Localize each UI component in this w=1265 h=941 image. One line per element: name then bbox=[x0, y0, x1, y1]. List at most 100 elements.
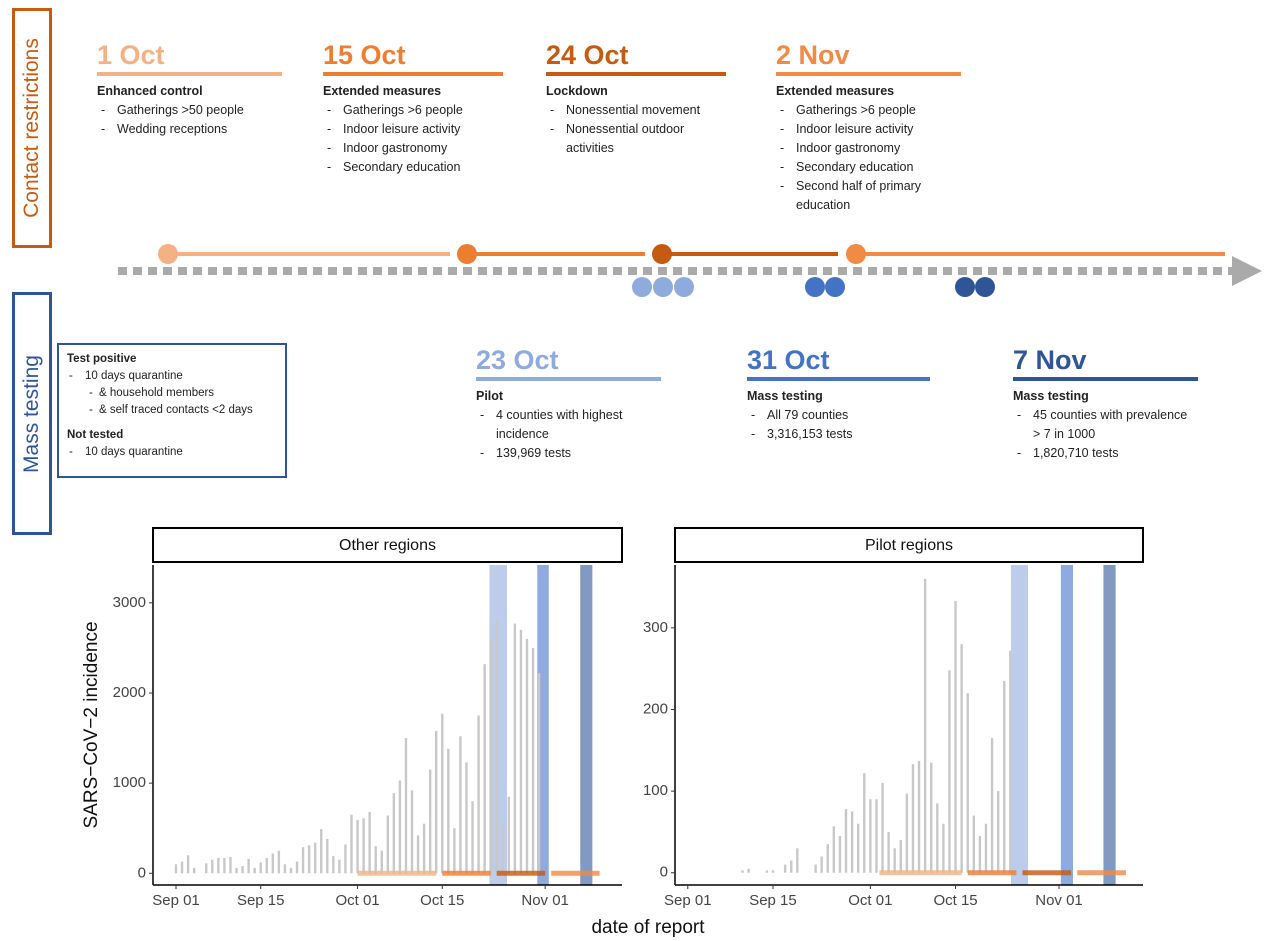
period-start bbox=[457, 244, 477, 264]
panel-header bbox=[674, 527, 1144, 563]
y-tick-label: 300 bbox=[643, 619, 668, 636]
bar bbox=[247, 858, 250, 874]
bar bbox=[386, 815, 390, 874]
bar bbox=[344, 844, 347, 874]
panel-title: Pilot regions bbox=[865, 537, 953, 554]
bar bbox=[380, 850, 383, 874]
event-item: Nonessential movement bbox=[546, 101, 716, 120]
event-item: Second half of primary education bbox=[776, 177, 966, 215]
event-item: 3,316,153 tests bbox=[747, 425, 932, 444]
testing-band bbox=[1103, 565, 1116, 885]
event-date: 24 Oct bbox=[546, 40, 726, 76]
y-tick-label: 100 bbox=[643, 782, 668, 799]
bar bbox=[265, 857, 268, 874]
bar bbox=[814, 864, 817, 873]
bar bbox=[459, 736, 462, 874]
bar bbox=[747, 868, 750, 873]
bar bbox=[869, 799, 872, 873]
event: 31 Oct Mass testing All 79 counties3,316,1… bbox=[747, 345, 930, 444]
x-tick-label: Sep 01 bbox=[664, 892, 712, 909]
bar bbox=[241, 866, 244, 874]
bar bbox=[465, 762, 468, 874]
bar bbox=[990, 738, 994, 873]
bar bbox=[537, 673, 541, 874]
bar bbox=[392, 793, 396, 874]
bar bbox=[259, 862, 262, 874]
event-item: Indoor leisure activity bbox=[323, 120, 508, 139]
bar bbox=[923, 578, 927, 873]
x-axis-label: date of report bbox=[591, 917, 705, 938]
bar bbox=[911, 764, 915, 873]
rule-subitem: & self traced contacts <2 days bbox=[67, 402, 277, 419]
bar bbox=[832, 826, 836, 873]
bar bbox=[501, 823, 504, 874]
event-item: Secondary education bbox=[323, 158, 508, 177]
bar bbox=[905, 793, 909, 873]
bar bbox=[495, 620, 498, 874]
bar bbox=[447, 748, 450, 874]
rules-box: Test positive10 days quarantine& househo… bbox=[57, 343, 287, 478]
bar bbox=[441, 713, 444, 874]
bar bbox=[307, 845, 311, 874]
bar bbox=[313, 842, 317, 874]
bar bbox=[850, 811, 854, 873]
bar bbox=[917, 760, 921, 873]
event-date: 7 Nov bbox=[1013, 345, 1198, 381]
period-start bbox=[158, 244, 178, 264]
bar bbox=[338, 859, 341, 874]
y-tick-label: 3000 bbox=[113, 594, 146, 611]
bar bbox=[211, 859, 214, 874]
bar bbox=[416, 835, 420, 874]
event: 7 Nov Mass testing 45 counties with preval… bbox=[1013, 345, 1198, 463]
bar bbox=[741, 870, 744, 873]
bar bbox=[217, 857, 220, 874]
bar bbox=[428, 769, 432, 874]
event-item: Indoor gastronomy bbox=[323, 139, 508, 158]
bar bbox=[368, 811, 371, 874]
testing-band bbox=[1060, 565, 1074, 885]
bar bbox=[277, 850, 281, 874]
bar bbox=[489, 638, 492, 874]
bar bbox=[966, 693, 969, 873]
bar bbox=[320, 829, 323, 874]
bar bbox=[844, 809, 848, 873]
event-item: Indoor gastronomy bbox=[776, 139, 966, 158]
bar bbox=[771, 870, 775, 873]
bar bbox=[838, 836, 842, 873]
bar bbox=[398, 780, 402, 874]
y-tick-label: 200 bbox=[643, 700, 668, 717]
event-title: Enhanced control bbox=[97, 84, 203, 98]
bar bbox=[881, 782, 884, 873]
bar bbox=[887, 831, 890, 873]
y-tick-label: 0 bbox=[138, 864, 146, 881]
bar bbox=[223, 857, 226, 874]
event-date: 2 Nov bbox=[776, 40, 961, 76]
side-label-box: Contact restrictions bbox=[12, 8, 52, 248]
bar bbox=[996, 791, 1000, 873]
bar bbox=[271, 853, 275, 874]
x-tick-label: Sep 15 bbox=[237, 892, 285, 909]
side-label-box: Mass testing bbox=[12, 292, 52, 535]
bar bbox=[783, 864, 787, 873]
bar bbox=[295, 861, 299, 874]
panel-title: Other regions bbox=[339, 537, 436, 554]
event: 24 Oct Lockdown Nonessential movementNones… bbox=[546, 40, 726, 158]
bar bbox=[1003, 680, 1006, 873]
event-date: 31 Oct bbox=[747, 345, 930, 381]
side-label: Mass testing bbox=[20, 354, 44, 473]
event-title: Mass testing bbox=[747, 389, 823, 403]
bar bbox=[519, 629, 523, 874]
bar bbox=[332, 856, 335, 874]
y-tick-label: 1000 bbox=[113, 774, 146, 791]
event-item: 139,969 tests bbox=[476, 444, 641, 463]
event: 23 Oct Pilot 4 counties with highest incid… bbox=[476, 345, 661, 463]
bar bbox=[374, 846, 377, 874]
x-tick-label: Oct 01 bbox=[848, 892, 892, 909]
testing-band bbox=[1010, 565, 1028, 885]
event-item: 45 counties with prevalence > 7 in 1000 bbox=[1013, 406, 1198, 444]
bar bbox=[960, 644, 963, 873]
period-start bbox=[652, 244, 672, 264]
rule-title: Not tested bbox=[67, 429, 124, 441]
event-item: Gatherings >50 people bbox=[97, 101, 292, 120]
